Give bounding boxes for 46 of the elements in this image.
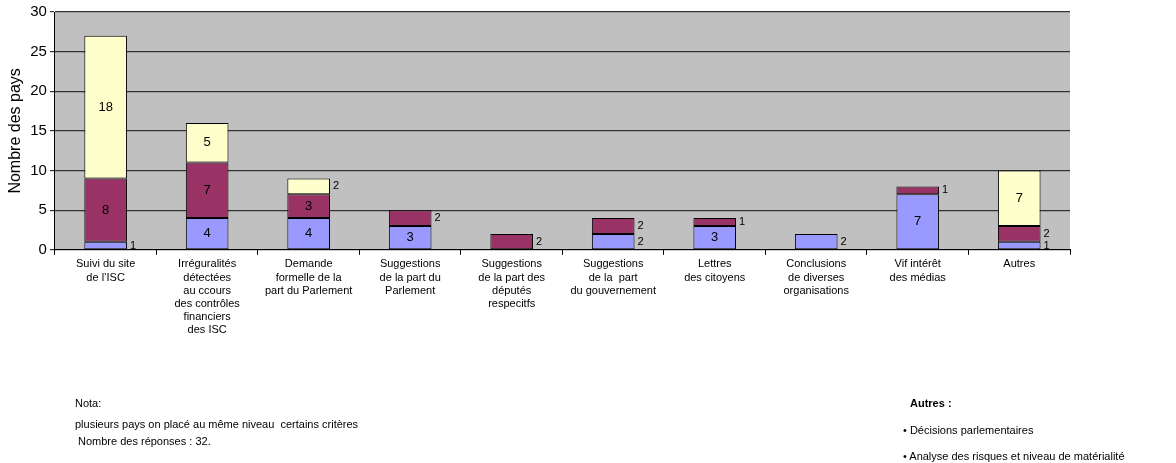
x-tick-label: Suivi du site de l’ISC — [75, 257, 136, 283]
x-tick-label: Irréguralités détectées au ccours des contrôles financiers des ISC — [174, 257, 241, 336]
data-label: 2 — [536, 234, 543, 247]
x-tick-label: Suggestions de la part du Parlement — [379, 257, 441, 296]
data-label: 7 — [914, 213, 922, 229]
text: Nombre des réponses : 32. — [78, 435, 211, 447]
data-label: 2 — [840, 234, 847, 247]
x-tick-label: Lettres des citoyens — [684, 257, 746, 283]
x-tick-label: Autres — [1003, 257, 1036, 270]
data-label: 5 — [203, 134, 211, 150]
y-tick-label: 25 — [30, 41, 47, 59]
data-label: 2 — [637, 219, 644, 232]
y-tick-label: 0 — [38, 239, 47, 257]
data-label: 2 — [1043, 226, 1050, 239]
text: plusieurs pays on placé au même niveau certains critères — [75, 418, 359, 430]
data-label: 1 — [942, 183, 949, 196]
text: Nota: — [75, 397, 102, 409]
data-label: 2 — [332, 179, 340, 192]
x-tick-label: Conclusions de diverses organisations — [783, 257, 850, 296]
y-tick-label: 30 — [30, 2, 47, 20]
data-label: 1 — [129, 238, 137, 251]
data-label: 18 — [98, 98, 113, 114]
data-label: 2 — [434, 211, 441, 224]
y-tick-label: 10 — [30, 160, 47, 178]
data-label: 7 — [203, 181, 211, 197]
x-tick-label: Suggestions de la part des députés respecitfs — [478, 257, 546, 310]
x-tick-label: Demande formelle de la part du Parlement — [264, 257, 353, 296]
data-label: 3 — [305, 197, 313, 213]
data-label: 1 — [739, 215, 746, 228]
text: • Décisions parlementaires — [903, 424, 1034, 436]
data-label: 2 — [637, 234, 644, 247]
data-label: 1 — [1043, 238, 1050, 251]
y-tick-label: 15 — [30, 121, 47, 139]
data-label: 4 — [305, 225, 313, 241]
text: Autres : — [910, 397, 952, 409]
y-axis-title: Nombre des pays — [6, 68, 24, 194]
y-tick-label: 20 — [30, 81, 47, 99]
y-tick-label: 5 — [38, 200, 47, 218]
data-label: 4 — [203, 225, 211, 241]
data-label: 3 — [406, 229, 414, 245]
data-label: 8 — [102, 201, 110, 217]
x-tick-label: Vif intérêt des médias — [889, 257, 947, 283]
text: • Analyse des risques et niveau de matérialité — [903, 450, 1125, 462]
data-label: 3 — [711, 229, 719, 245]
x-tick-label: Suggestions de la part du gouvernement — [570, 257, 657, 296]
data-label: 7 — [1015, 189, 1023, 205]
